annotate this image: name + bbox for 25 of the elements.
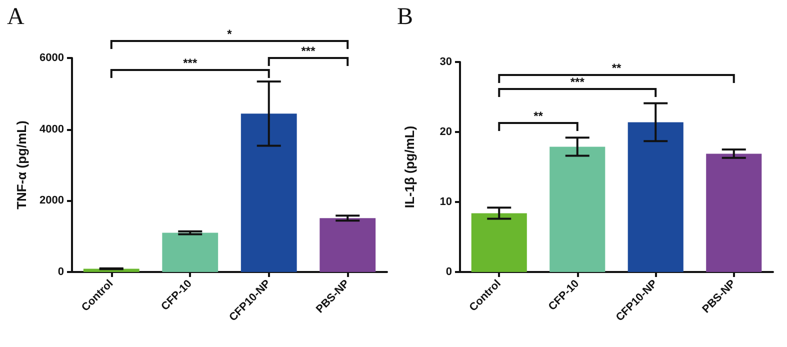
bar xyxy=(706,154,762,272)
text: * xyxy=(227,27,232,41)
y-tick-label: 10 xyxy=(440,196,452,208)
bar xyxy=(240,114,297,272)
bar xyxy=(320,218,376,272)
bar xyxy=(628,122,684,272)
bar xyxy=(471,213,527,272)
y-tick-label: 0 xyxy=(58,266,64,278)
y-tick-label: 2000 xyxy=(40,194,64,207)
y-axis-title: TNF-α (pg/mL) xyxy=(14,120,29,210)
y-tick-label: 6000 xyxy=(40,52,64,64)
annotation: *** xyxy=(183,56,198,70)
y-tick-label: 20 xyxy=(440,126,452,138)
annotation: ** xyxy=(612,61,622,75)
annotation: *** xyxy=(570,75,585,89)
y-tick-label: 4000 xyxy=(40,123,64,136)
bar xyxy=(162,232,218,272)
bar xyxy=(550,146,606,272)
chart-title: A xyxy=(7,4,25,30)
text: *** xyxy=(301,44,316,58)
y-axis-title: IL-1β (pg/mL) xyxy=(402,126,417,208)
chart-title: B xyxy=(397,4,414,30)
y-tick-label: 30 xyxy=(440,56,452,68)
y-tick-label: 0 xyxy=(446,266,452,278)
annotation: ** xyxy=(534,109,544,123)
